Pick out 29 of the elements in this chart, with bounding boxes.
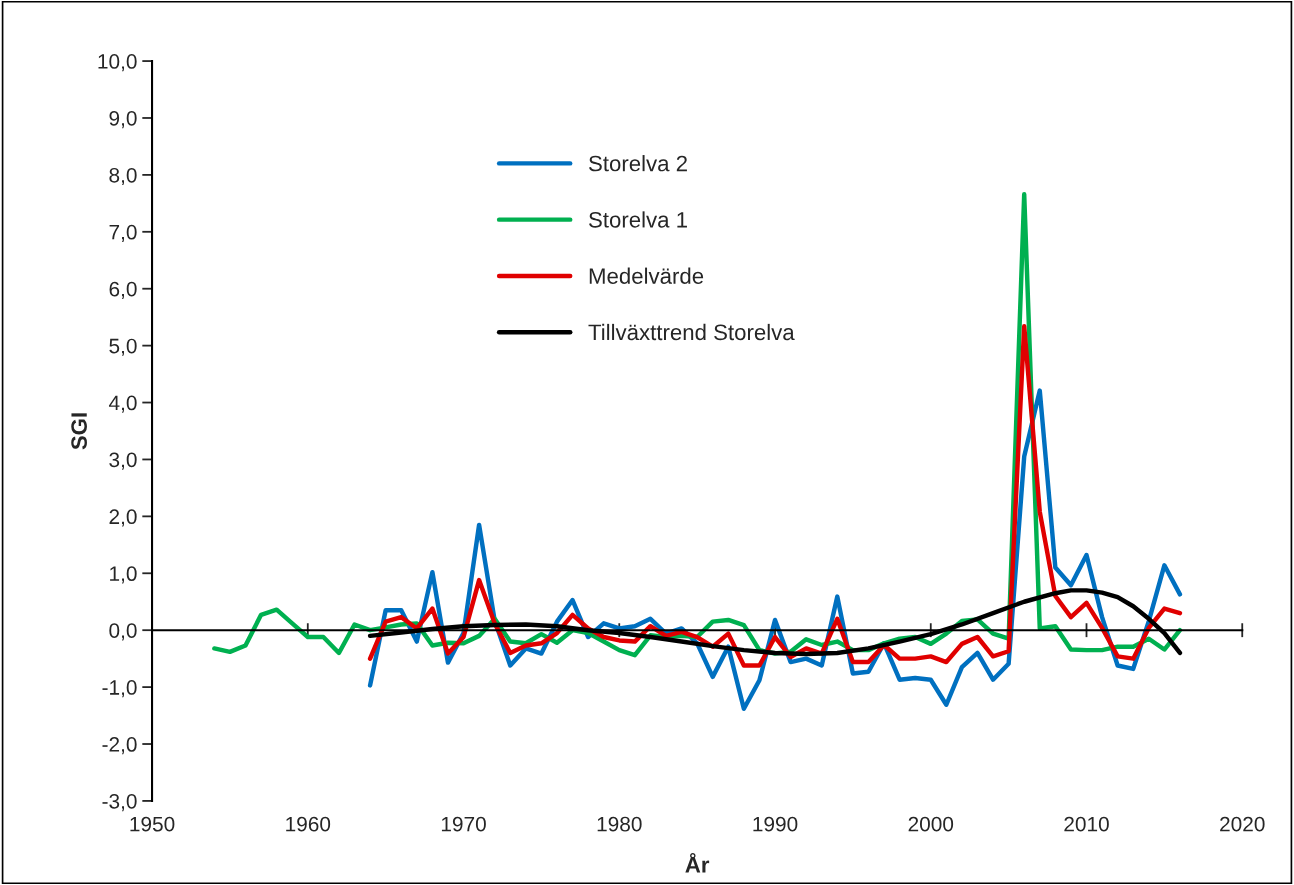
y-tick-label: 6,0 — [109, 281, 137, 299]
x-tick-label: 1950 — [130, 816, 175, 832]
legend-label: Storelva 1 — [589, 211, 687, 228]
y-tick-label: 9,0 — [109, 110, 137, 129]
y-tick-label: 0,0 — [109, 623, 137, 641]
y-tick-label: -2,0 — [102, 737, 137, 755]
legend-label: Medelvärde — [589, 267, 704, 284]
y-tick-label: 10,0 — [98, 54, 137, 72]
x-tick-label: 2000 — [908, 816, 954, 832]
y-tick-label: 4,0 — [108, 395, 137, 413]
y-axis-title: SGI — [71, 413, 87, 450]
x-tick-label: 2020 — [1220, 816, 1265, 832]
y-tick-label: 1,0 — [110, 566, 137, 584]
y-tick-label: 7,0 — [109, 224, 137, 243]
x-tick-label: 1980 — [597, 816, 642, 832]
line-series — [367, 324, 1183, 668]
y-tick-label: 8,0 — [109, 167, 137, 186]
y-tick-label: 5,0 — [109, 338, 137, 356]
x-axis-title: År — [685, 852, 710, 873]
y-tick-label: -3,0 — [102, 793, 137, 812]
legend-label: Storelva 2 — [589, 155, 687, 172]
x-tick-label: 1960 — [286, 816, 331, 832]
x-tick-label: 1990 — [753, 816, 798, 832]
y-tick-label: 3,0 — [109, 452, 137, 470]
y-tick-label: -1,0 — [102, 680, 137, 698]
y-tick-label: 2,0 — [109, 509, 137, 527]
x-tick-label: 2010 — [1064, 816, 1109, 832]
x-tick-label: 1970 — [441, 816, 486, 832]
legend-label: Tillväxttrend Storelva — [588, 323, 795, 341]
